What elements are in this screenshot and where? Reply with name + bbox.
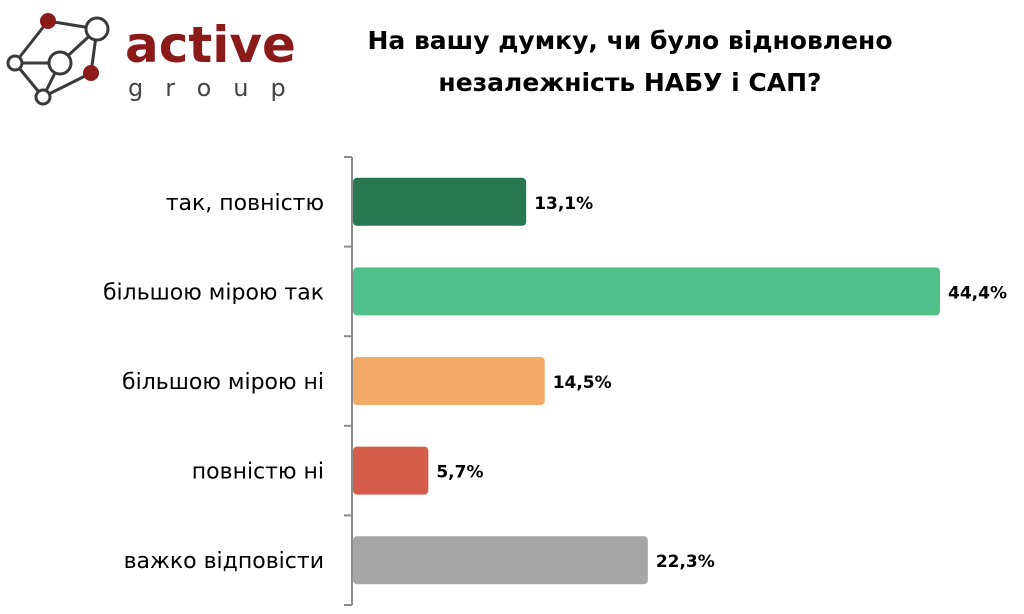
category-label: важко відповісти <box>124 549 324 574</box>
data-label: 13,1% <box>534 194 593 214</box>
logo-text-active: active <box>125 16 296 74</box>
category-label: більшою мірою так <box>103 280 324 305</box>
active-group-logo: active group <box>6 13 308 106</box>
chart-title-line-2: незалежність НАБУ і САП? <box>438 68 822 97</box>
data-label: 5,7% <box>436 463 483 483</box>
data-label: 44,4% <box>948 283 1007 303</box>
data-label: 14,5% <box>553 373 612 393</box>
bar-5 <box>353 536 648 585</box>
chart-title-line-1: На вашу думку, чи було відновлено <box>367 26 893 55</box>
category-label: більшою мірою ні <box>122 370 324 395</box>
bar-4 <box>353 446 429 495</box>
bar-3 <box>353 357 545 405</box>
logo-text-group: group <box>128 74 308 102</box>
category-label: так, повністю <box>166 191 324 216</box>
bar-2 <box>353 267 940 316</box>
bar-1 <box>353 177 527 226</box>
category-label: повністю ні <box>192 460 324 485</box>
data-label: 22,3% <box>656 552 715 572</box>
